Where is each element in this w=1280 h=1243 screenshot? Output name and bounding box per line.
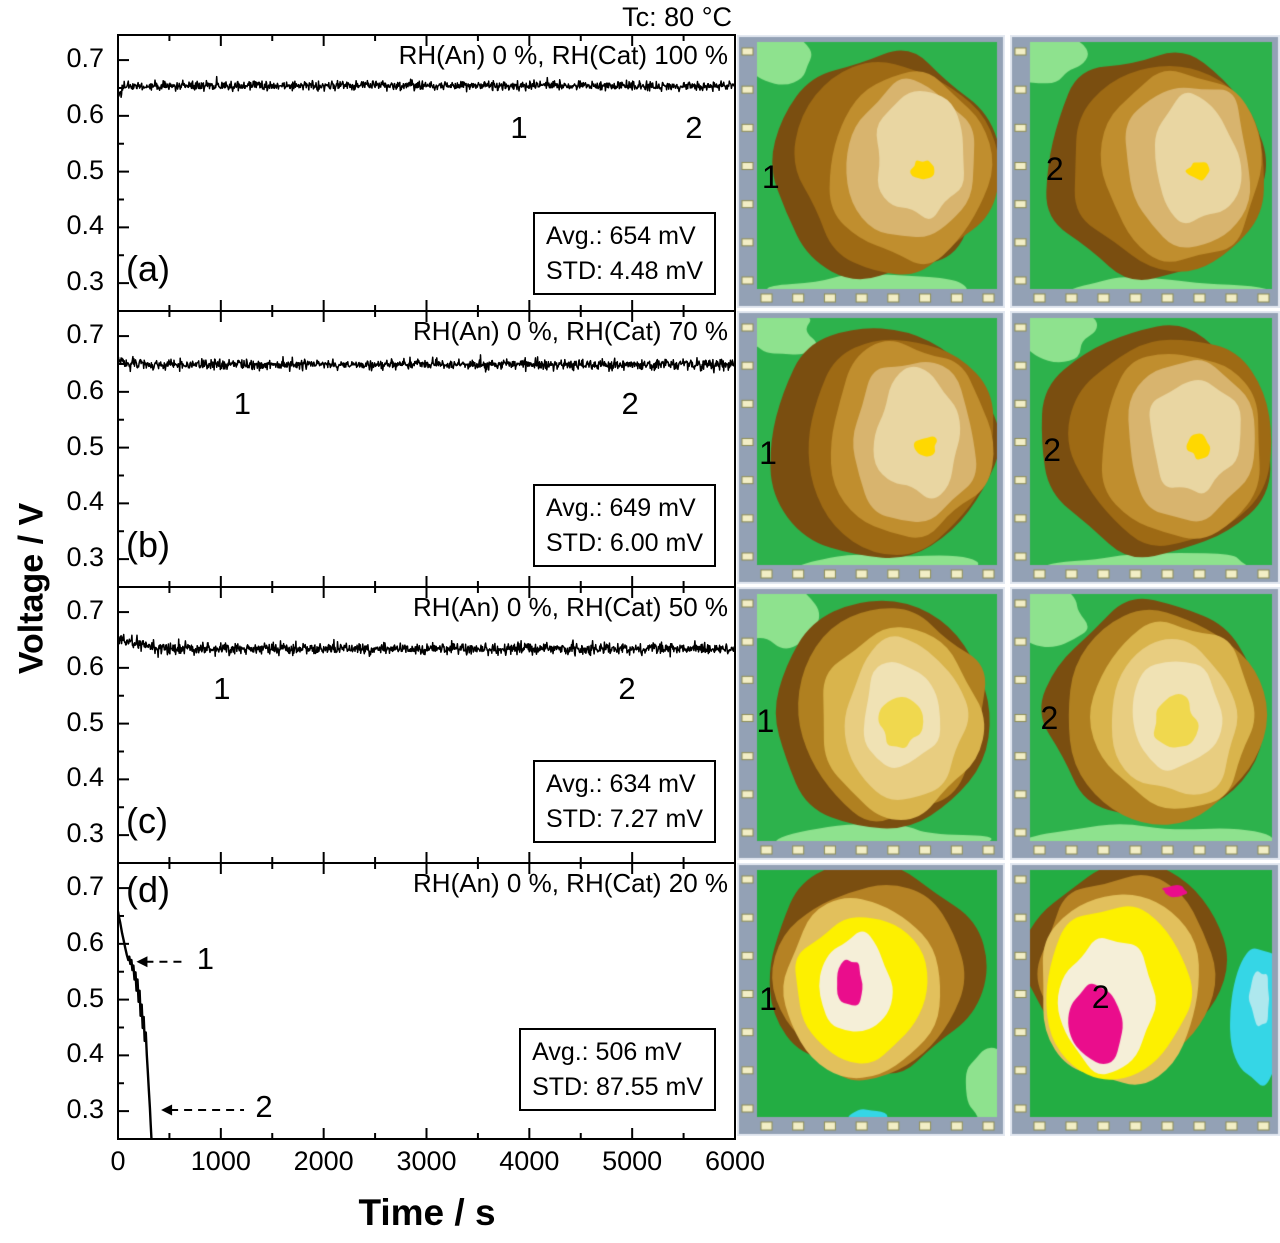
annotation-label: 2 [685, 109, 703, 145]
panel-border-d [117, 862, 736, 1140]
heatmap-canvas-d-2 [1010, 863, 1280, 1136]
stat-std: STD: 87.55 mV [532, 1072, 703, 1101]
heatmap-label: 1 [759, 981, 777, 1018]
stat-avg: Avg.: 506 mV [532, 1038, 682, 1066]
y-tick-label: 0.6 [66, 374, 104, 405]
y-tick-label: 0.5 [66, 430, 104, 461]
rh-label: RH(An) 0 %, RH(Cat) 100 % [398, 40, 728, 70]
y-tick-label: 0.3 [66, 1094, 104, 1125]
heatmap-canvas-a-1 [737, 35, 1005, 308]
voltage-trace-d [118, 911, 153, 1139]
panel-label: (b) [126, 524, 170, 565]
y-tick-label: 0.5 [66, 154, 104, 185]
heatmap-label: 2 [1045, 150, 1064, 187]
voltage-trace-a [118, 75, 735, 99]
stats-box: Avg.: 506 mV STD: 87.55 mV [519, 1028, 716, 1111]
rh-label: RH(An) 0 %, RH(Cat) 70 % [413, 316, 728, 346]
y-tick-label: 0.6 [66, 98, 104, 129]
heatmap-canvas-a-2 [1010, 35, 1280, 308]
annotation-label: 1 [233, 385, 252, 421]
heatmap-label: 1 [759, 434, 777, 471]
heatmap-label: 2 [1043, 431, 1061, 468]
figure-title: Tc: 80 °C [622, 2, 732, 32]
stat-avg: Avg.: 654 mV [546, 222, 696, 250]
stats-box: Avg.: 634 mV STD: 7.27 mV [533, 760, 716, 843]
heatmap-canvas-b-2 [1010, 311, 1280, 584]
stat-avg: Avg.: 634 mV [546, 770, 696, 798]
heatmap-label: 2 [1040, 699, 1059, 736]
annotation-label: 1 [196, 940, 215, 976]
y-tick-label: 0.4 [66, 1038, 104, 1069]
heatmap-label: 1 [761, 158, 780, 195]
heatmap-label: 2 [1091, 978, 1110, 1015]
annotation-arrow-head [136, 956, 148, 968]
annotation-label: 1 [213, 671, 231, 707]
x-tick-label: 3000 [396, 1146, 457, 1176]
panel-label: (a) [126, 248, 170, 289]
panel-label: (d) [126, 869, 170, 910]
heatmap-canvas-c-2 [1010, 587, 1280, 860]
y-tick-label: 0.3 [66, 818, 104, 849]
y-tick-label: 0.4 [66, 762, 104, 793]
stat-std: STD: 7.27 mV [546, 804, 703, 833]
panel-label: (c) [126, 800, 168, 841]
stat-std: STD: 6.00 mV [546, 528, 703, 557]
heatmap-canvas-b-1 [737, 311, 1005, 584]
y-tick-label: 0.6 [66, 650, 104, 681]
x-tick-label: 0 [110, 1146, 126, 1176]
heatmap-label: 1 [756, 702, 775, 739]
stats-box: Avg.: 654 mV STD: 4.48 mV [533, 212, 716, 295]
y-tick-label: 0.5 [66, 982, 104, 1013]
annotation-arrow-head [161, 1104, 173, 1116]
voltage-trace-c [118, 633, 735, 658]
x-tick-label: 2000 [293, 1146, 354, 1176]
x-axis-label: Time / s [358, 1192, 496, 1233]
heatmap-canvas-d-1 [737, 863, 1005, 1136]
x-tick-label: 1000 [190, 1146, 251, 1176]
annotation-label: 1 [510, 109, 528, 145]
x-tick-label: 5000 [602, 1146, 663, 1176]
y-tick-label: 0.7 [66, 43, 104, 74]
y-tick-label: 0.6 [66, 926, 104, 957]
y-tick-label: 0.7 [66, 871, 104, 902]
y-tick-label: 0.7 [66, 595, 104, 626]
annotation-label: 2 [621, 385, 639, 421]
y-tick-label: 0.4 [66, 486, 104, 517]
y-tick-label: 0.3 [66, 266, 104, 297]
y-tick-label: 0.5 [66, 706, 104, 737]
y-tick-label: 0.3 [66, 542, 104, 573]
voltage-trace-b [118, 354, 735, 374]
rh-label: RH(An) 0 %, RH(Cat) 50 % [413, 592, 728, 622]
rh-label: RH(An) 0 %, RH(Cat) 20 % [413, 868, 728, 898]
stat-avg: Avg.: 649 mV [546, 494, 696, 522]
y-tick-label: 0.7 [66, 319, 104, 350]
stat-std: STD: 4.48 mV [546, 256, 703, 285]
heatmap-canvas-c-1 [737, 587, 1005, 860]
x-tick-label: 6000 [704, 1146, 766, 1176]
x-tick-label: 4000 [499, 1146, 560, 1176]
annotation-label: 2 [618, 671, 636, 707]
stats-box: Avg.: 649 mV STD: 6.00 mV [533, 484, 716, 567]
annotation-label: 2 [255, 1089, 273, 1124]
y-tick-label: 0.4 [66, 210, 104, 241]
